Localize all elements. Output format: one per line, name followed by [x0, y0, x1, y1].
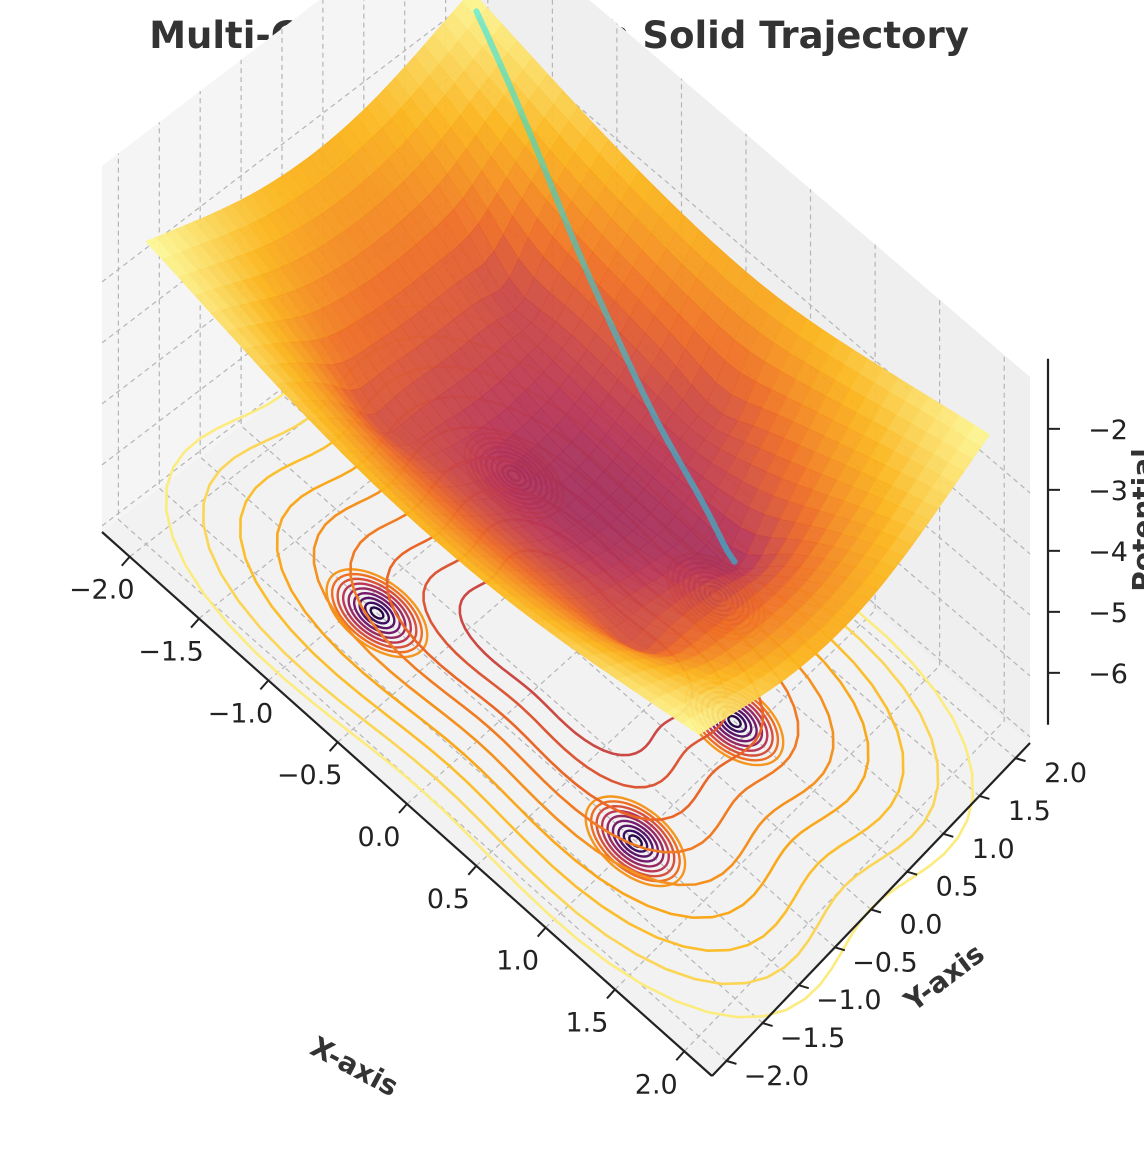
contour-line: [342, 582, 413, 644]
contour-line: [606, 814, 665, 868]
y-tick: [1015, 757, 1026, 763]
y-tick-label: 2.0: [1044, 758, 1087, 789]
y-tick-label: 1.0: [972, 834, 1015, 865]
x-tick-label: −2.0: [69, 575, 135, 606]
y-tick: [762, 1022, 773, 1027]
grid-line: [683, 354, 1005, 1052]
trajectory: [473, 8, 738, 565]
contour-line: [336, 577, 418, 649]
y-tick-label: −2.0: [744, 1061, 810, 1092]
y-tick: [870, 908, 882, 914]
grid-line: [117, 153, 727, 1062]
x-tick: [328, 741, 339, 752]
x-tick: [606, 988, 616, 1000]
potential-surface: [145, 0, 991, 735]
x-tick: [398, 803, 408, 814]
contour-line: [364, 601, 390, 625]
y-tick-label: 1.5: [1008, 796, 1051, 827]
contour-line: [611, 819, 660, 863]
y-tick-label: 0.5: [936, 872, 979, 903]
y-tick: [942, 832, 954, 838]
z-tick-label: −5: [1088, 598, 1128, 629]
y-tick-label: −1.5: [780, 1023, 846, 1054]
x-tick: [536, 926, 547, 938]
y-tick: [834, 946, 846, 952]
contour-line: [164, 305, 975, 1019]
contour-line: [617, 824, 654, 858]
contour-line: [600, 809, 671, 873]
x-tick: [259, 679, 270, 691]
z-tick-label: −2: [1088, 415, 1128, 446]
x-tick: [675, 1050, 686, 1061]
y-tick-label: 0.0: [900, 910, 943, 941]
y-tick: [726, 1059, 737, 1065]
x-tick-label: 1.0: [496, 946, 539, 977]
y-tick: [979, 795, 990, 800]
contour-line: [369, 606, 385, 620]
tick-labels: −2.0−1.5−1.0−0.50.00.51.01.52.0 −2.0−1.5−…: [69, 415, 1128, 1100]
contour-line: [589, 800, 681, 883]
x-tick: [190, 617, 200, 629]
x-tick-label: −1.5: [138, 637, 204, 668]
contour-line: [595, 804, 676, 878]
x-tick-label: −0.5: [277, 760, 343, 791]
trajectory-line: [473, 8, 738, 565]
x-tick-label: 1.5: [565, 1007, 608, 1038]
x-tick: [467, 865, 478, 876]
y-tick: [798, 984, 810, 990]
y-tick-label: −1.0: [816, 985, 882, 1016]
z-tick-label: −6: [1088, 659, 1128, 690]
contour-line: [325, 568, 429, 659]
contour-line: [584, 795, 687, 888]
contour-line: [622, 829, 649, 853]
contour-line: [727, 714, 742, 729]
x-tick: [120, 556, 131, 567]
x-axis-label: X-axis: [305, 1030, 404, 1103]
y-tick-label: −0.5: [852, 947, 918, 978]
x-tick-label: 2.0: [635, 1069, 678, 1100]
x-tick-label: 0.5: [427, 884, 470, 915]
contour-line: [330, 572, 424, 654]
floor-pane: [102, 257, 1030, 1076]
z-tick-label: −3: [1088, 476, 1128, 507]
z-axis-label: Potential: [1126, 448, 1144, 592]
contour-line: [358, 596, 396, 630]
x-tick-label: 0.0: [358, 822, 401, 853]
x-tick-label: −1.0: [208, 698, 274, 729]
contour-line: [347, 587, 407, 640]
surface-patch: [682, 718, 708, 735]
grid-line: [281, 28, 872, 910]
y-tick: [906, 870, 918, 876]
z-tick-label: −4: [1088, 537, 1128, 568]
grid-line: [240, 59, 836, 948]
